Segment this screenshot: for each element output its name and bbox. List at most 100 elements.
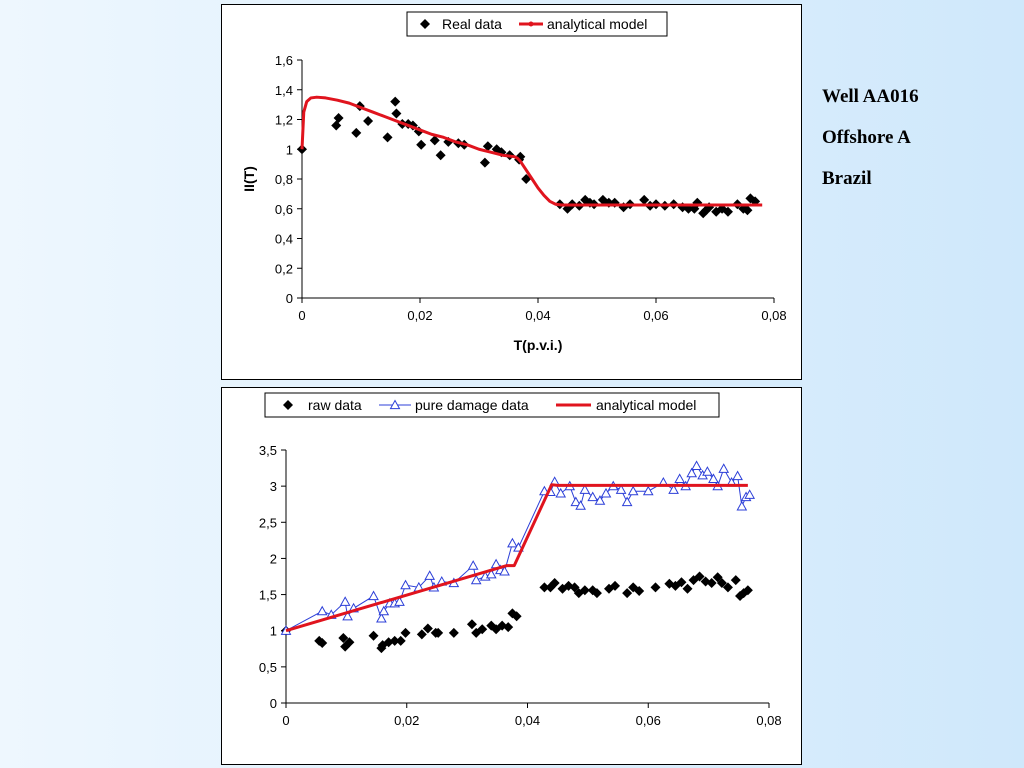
x-tick-label: 0: [298, 308, 305, 323]
legend-swatch-diamond: [420, 19, 430, 29]
data-point: [482, 141, 493, 152]
data-point: [545, 582, 556, 593]
legend-label: Real data: [442, 16, 502, 32]
data-point: [742, 585, 753, 596]
damage-point: [339, 596, 351, 606]
data-point: [333, 113, 344, 124]
x-tick-label: 0,04: [525, 308, 550, 323]
x-tick-label: 0,04: [515, 713, 540, 728]
data-point: [610, 580, 621, 591]
data-point: [435, 150, 446, 161]
damage-point: [470, 574, 482, 585]
legend: Real data analytical model: [406, 11, 668, 37]
data-point: [363, 115, 374, 126]
damage-point: [708, 473, 719, 484]
data-point: [368, 630, 379, 641]
legend-label: raw data: [308, 397, 362, 413]
data-point: [391, 108, 402, 119]
country-label: Brazil: [822, 168, 872, 189]
y-tick-label: 0,6: [275, 202, 293, 217]
damage-point: [570, 496, 582, 507]
data-point: [591, 588, 602, 599]
damage-point: [621, 496, 633, 507]
data-point: [622, 588, 633, 599]
data-point: [549, 578, 560, 589]
data-point: [491, 624, 502, 635]
data-point: [486, 620, 497, 631]
data-point: [694, 571, 705, 582]
damage-point: [575, 500, 586, 510]
data-point: [448, 627, 459, 638]
data-point: [389, 635, 400, 646]
damage-point: [668, 484, 679, 494]
data-point: [497, 620, 508, 631]
data-point: [429, 135, 440, 146]
damage-point: [587, 491, 599, 502]
data-point: [634, 585, 645, 596]
damage-point: [376, 612, 387, 623]
legend: raw data pure damage data analytical model: [264, 392, 720, 418]
y-tick-label: 0,4: [275, 232, 293, 247]
data-point: [382, 132, 393, 143]
data-point: [433, 627, 444, 638]
data-point: [511, 611, 522, 622]
damage-point: [691, 460, 702, 471]
x-tick-label: 0,06: [643, 308, 668, 323]
y-tick-label: 1,2: [275, 113, 293, 128]
data-point: [507, 608, 518, 619]
y-tick-label: 0,2: [275, 261, 293, 276]
damage-point: [594, 495, 606, 505]
damage-point: [394, 596, 405, 606]
data-point: [639, 194, 650, 205]
damage-point: [378, 605, 390, 616]
y-tick-label: 2,5: [259, 515, 277, 530]
damage-point: [686, 467, 698, 478]
damage-point: [342, 610, 353, 621]
y-axis-title: II(T): [241, 166, 257, 192]
bottom-chart-panel: 0 0,5 1 1,5 2 2,5 3 3,5 0 0,02 0,04 0,06 0,08 raw dat…: [221, 387, 802, 765]
y-tick-label: 3,5: [259, 443, 277, 458]
model-line: [300, 95, 763, 207]
y-tick-label: 1: [270, 624, 277, 639]
y-tick-label: 1,4: [275, 83, 293, 98]
top-chart: 0 0,2 0,4 0,6 0,8 1 1,2 1,4 1,6 0 0,02 0,04 0,06 0,08…: [241, 11, 787, 353]
y-tick-label: 2: [270, 551, 277, 566]
x-tick-label: 0,08: [761, 308, 786, 323]
data-point: [539, 582, 550, 593]
x-tick-label: 0: [282, 713, 289, 728]
y-tick-label: 1,6: [275, 53, 293, 68]
data-point: [395, 635, 406, 646]
y-tick-label: 0: [286, 291, 293, 306]
data-point: [563, 580, 574, 591]
data-point: [503, 622, 514, 633]
damage-point: [424, 570, 436, 580]
location-label: Offshore A: [822, 127, 911, 148]
series-real-data: [297, 96, 761, 219]
data-point: [676, 577, 687, 588]
damage-point: [316, 605, 328, 616]
data-point: [597, 194, 608, 205]
data-point: [477, 624, 488, 635]
data-point: [569, 582, 580, 593]
data-point: [688, 575, 699, 586]
damage-point: [600, 487, 612, 498]
x-tick-label: 0,02: [394, 713, 419, 728]
top-chart-panel: 0 0,2 0,4 0,6 0,8 1 1,2 1,4 1,6 0 0,02 0,04 0,06 0,08…: [221, 4, 802, 380]
damage-point: [467, 560, 479, 570]
data-point: [317, 638, 328, 649]
series-raw-data: [281, 571, 753, 654]
damage-point: [507, 537, 518, 548]
damage-point: [499, 565, 510, 576]
x-axis-title: T(p.v.i.): [514, 337, 563, 353]
data-point: [351, 127, 362, 138]
damage-point: [485, 568, 497, 579]
y-tick-label: 0,5: [259, 660, 277, 675]
legend-swatch-damage-marker: [389, 399, 401, 410]
damage-point: [674, 473, 685, 484]
damage-point: [627, 485, 639, 496]
y-tick-label: 1,5: [259, 588, 277, 603]
legend-swatch-dot: [528, 21, 534, 27]
data-point: [730, 575, 741, 586]
legend-swatch-diamond: [283, 400, 293, 410]
data-point: [422, 623, 433, 634]
